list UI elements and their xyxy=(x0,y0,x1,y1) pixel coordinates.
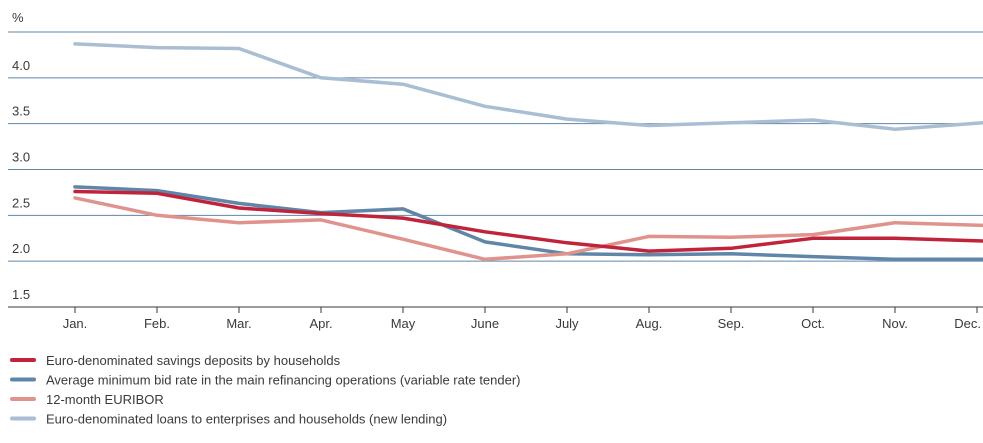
series-line xyxy=(73,185,983,262)
x-tick-label: Jan. xyxy=(63,316,88,331)
x-tick-label: Aug. xyxy=(636,316,663,331)
legend-label: Euro-denominated savings deposits by hou… xyxy=(46,353,341,368)
series-line xyxy=(73,42,983,131)
legend-label: Euro-denominated loans to enterprises an… xyxy=(46,412,447,427)
y-axis-unit-label: % xyxy=(12,10,24,25)
x-tick-label: May xyxy=(391,316,416,331)
x-axis: Jan. Feb. Mar. Apr. May June July Aug. Sep. Oct. N… xyxy=(8,306,983,331)
x-tick-label: Nov. xyxy=(882,316,908,331)
x-tick-label: Sep. xyxy=(718,316,745,331)
y-tick-label: 4.0 xyxy=(12,58,30,73)
y-tick-label: 3.0 xyxy=(12,150,30,165)
x-tick-label: June xyxy=(471,316,499,331)
y-tick-label: 2.0 xyxy=(12,241,30,256)
legend-label: 12-month EURIBOR xyxy=(46,392,164,407)
x-tick-label: Feb. xyxy=(144,316,170,331)
series-line xyxy=(73,196,983,262)
legend-label: Average minimum bid rate in the main ref… xyxy=(46,373,521,388)
y-tick-label: 1.5 xyxy=(12,287,30,302)
y-tick-label: 2.5 xyxy=(12,195,30,210)
x-tick-label: Mar. xyxy=(226,316,251,331)
series-line xyxy=(73,189,983,253)
x-tick-label: Dec. xyxy=(954,316,981,331)
gridlines xyxy=(8,31,983,262)
x-tick-label: Oct. xyxy=(801,316,825,331)
series-lines xyxy=(73,42,983,262)
y-tick-label: 3.5 xyxy=(12,104,30,119)
x-tick-label: July xyxy=(555,316,579,331)
legend: Euro-denominated savings deposits by hou… xyxy=(10,353,521,427)
y-axis-ticks: 1.5 2.0 2.5 3.0 3.5 4.0 xyxy=(12,58,30,302)
x-tick-label: Apr. xyxy=(309,316,332,331)
